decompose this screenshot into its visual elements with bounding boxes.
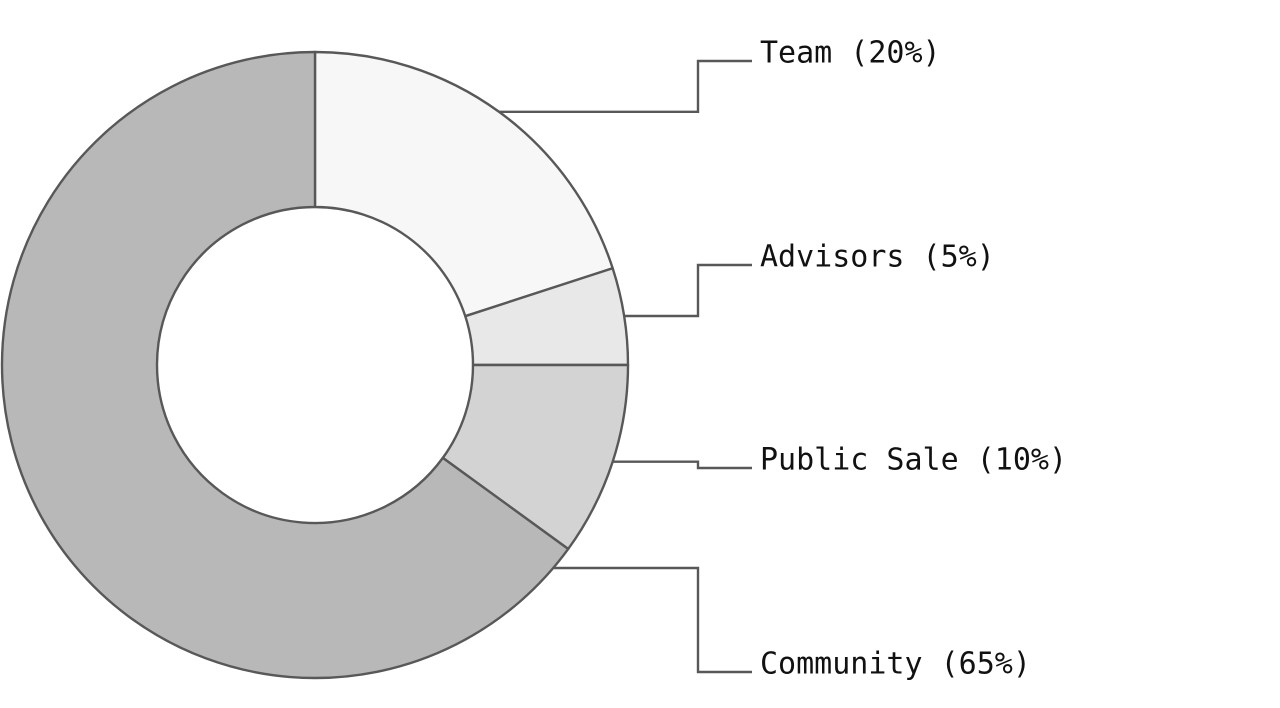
- slice-team: [313, 50, 614, 318]
- label-community: Community (65%): [760, 647, 1031, 682]
- slice-labels: Team (20%) Advisors (5%) Public Sale (10%)…: [760, 36, 1067, 682]
- leader-line-team: [499, 59, 752, 114]
- label-team: Team (20%): [760, 36, 941, 71]
- donut-slices: [0, 50, 630, 680]
- slice-community: [0, 50, 570, 680]
- leader-line-community: [553, 566, 752, 674]
- leader-line-advisors: [624, 263, 752, 318]
- leader-line-public-sale: [612, 460, 752, 470]
- leader-lines: [499, 59, 752, 674]
- label-public-sale: Public Sale (10%): [760, 443, 1067, 478]
- label-advisors: Advisors (5%): [760, 240, 995, 275]
